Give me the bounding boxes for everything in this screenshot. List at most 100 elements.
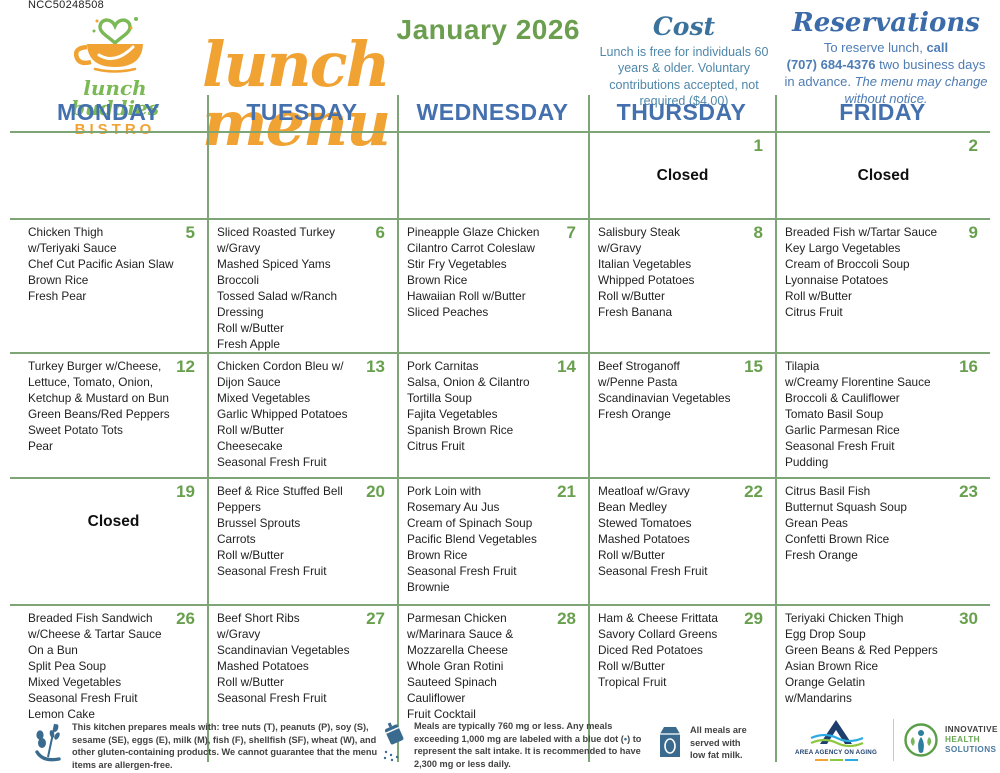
blue-dot: • bbox=[623, 733, 628, 744]
reservations-mid: two business days in advance. bbox=[784, 56, 986, 89]
area-agency-tagline-marks bbox=[788, 757, 884, 761]
menu-item: Tossed Salad w/Ranch bbox=[217, 289, 338, 303]
menu-item: Lyonnaise Potatoes bbox=[785, 273, 889, 287]
menu-item: Seasonal Fresh Fruit bbox=[407, 564, 517, 578]
menu-item: Diced Red Potatoes bbox=[598, 643, 703, 657]
menu-item: Rosemary Au Jus bbox=[407, 500, 500, 514]
menu-item: Brussel Sprouts bbox=[217, 516, 301, 530]
menu-item: Citrus Fruit bbox=[785, 305, 843, 319]
menu-item: Fajita Vegetables bbox=[407, 407, 498, 421]
menu-item: Green Beans/Red Peppers bbox=[28, 407, 170, 421]
day-number: 5 bbox=[185, 223, 195, 242]
menu-item: Sauteed Spinach bbox=[407, 675, 497, 689]
menu-cell-jan-5: 5 Chicken Thigh w/Teriyaki Sauce Chef Cut P… bbox=[10, 218, 207, 352]
menu-item: Beef Short Ribs bbox=[217, 611, 300, 625]
menu-cell-jan-15: 15 Beef Stroganoff w/Penne Pasta Scandinavi… bbox=[588, 352, 775, 477]
menu-cell-jan-16: 16 Tilapia w/Creamy Florentine Sauce Brocco… bbox=[775, 352, 990, 477]
day-number: 9 bbox=[968, 223, 978, 242]
reservations-pre: To reserve lunch, bbox=[823, 40, 927, 55]
menu-item: Roll w/Butter bbox=[598, 289, 665, 303]
menu-cell-jan-1: 1 Closed bbox=[588, 131, 775, 218]
day-number: 8 bbox=[753, 223, 763, 242]
menu-item: Garlic Whipped Potatoes bbox=[217, 407, 348, 421]
weekday-header-wednesday: WEDNESDAY bbox=[416, 99, 569, 125]
milk-note: All meals are served with low fat milk. bbox=[656, 724, 752, 762]
menu-item: Pork Carnitas bbox=[407, 359, 479, 373]
menu-item: Breaded Fish Sandwich bbox=[28, 611, 153, 625]
milk-note-text: All meals are served with low fat milk. bbox=[690, 725, 747, 761]
menu-cell-jan-19: 19 Closed bbox=[10, 477, 207, 604]
menu-grid: MONDAY TUESDAY WEDNESDAY THURSDAY FRIDAY 1 Clo… bbox=[10, 96, 990, 725]
menu-item: Scandinavian Vegetables bbox=[598, 391, 731, 405]
menu-item: Breaded Fish w/Tartar Sauce bbox=[785, 225, 938, 239]
menu-cell-jan-22: 22 Meatloaf w/Gravy Bean Medley Stewed Toma… bbox=[588, 477, 775, 604]
menu-item: w/Cheese & Tartar Sauce bbox=[28, 627, 162, 641]
day-number: 21 bbox=[557, 482, 576, 501]
day-number: 7 bbox=[566, 223, 576, 242]
menu-item: Roll w/Butter bbox=[217, 423, 284, 437]
menu-item: Pineapple Glaze Chicken bbox=[407, 225, 540, 239]
reservations-call: call bbox=[926, 40, 949, 55]
day-number: 28 bbox=[557, 609, 576, 628]
menu-item: Lettuce, Tomato, Onion, bbox=[28, 375, 154, 389]
menu-item: Cream of Broccoli Soup bbox=[785, 257, 910, 271]
menu-item: Broccoli & Cauliflower bbox=[785, 391, 900, 405]
weekday-header-tuesday: TUESDAY bbox=[246, 99, 358, 125]
menu-item: Ham & Cheese Frittata bbox=[598, 611, 718, 625]
menu-item: On a Bun bbox=[28, 643, 78, 657]
menu-cell-jan-26: 26 Breaded Fish Sandwich w/Cheese & Tartar… bbox=[10, 604, 207, 725]
area-agency-logo: AREA AGENCY ON AGING bbox=[788, 719, 884, 761]
reservations-text: To reserve lunch, call (707) 684-4376 two… bbox=[780, 40, 992, 108]
menu-item: Fresh Banana bbox=[598, 305, 673, 319]
menu-item: Scandinavian Vegetables bbox=[217, 643, 350, 657]
menu-item: Teriyaki Chicken Thigh bbox=[785, 611, 904, 625]
closed-label: Closed bbox=[656, 167, 709, 184]
menu-item: Pacific Blend Vegetables bbox=[407, 532, 537, 546]
menu-item: Whole Gran Rotini bbox=[407, 659, 504, 673]
footer: This kitchen prepares meals with: tree n… bbox=[0, 718, 1000, 773]
menu-item: Brown Rice bbox=[28, 273, 89, 287]
weekday-header-friday: FRIDAY bbox=[839, 99, 926, 125]
menu-item: Salsa, Onion & Cilantro bbox=[407, 375, 530, 389]
menu-item: Stir Fry Vegetables bbox=[407, 257, 507, 271]
sodium-text-1: Meals are typically 760 mg or less. Any … bbox=[414, 721, 624, 744]
menu-item: Mashed Potatoes bbox=[598, 532, 690, 546]
menu-item: Green Beans & Red Peppers bbox=[785, 643, 938, 657]
grid-vline bbox=[588, 95, 590, 762]
menu-item: Seasonal Fresh Fruit bbox=[28, 691, 138, 705]
menu-item: w/Gravy bbox=[598, 241, 642, 255]
menu-item: Seasonal Fresh Fruit bbox=[217, 691, 327, 705]
menu-item: Garlic Parmesan Rice bbox=[785, 423, 900, 437]
ihs-line-1: INNOVATIVE bbox=[945, 725, 998, 734]
salt-shaker-icon bbox=[383, 722, 404, 762]
menu-item: Spanish Brown Rice bbox=[407, 423, 514, 437]
menu-item: Roll w/Butter bbox=[217, 675, 284, 689]
cost-heading: Cost bbox=[652, 12, 716, 41]
ihs-line-3: SOLUTIONS bbox=[945, 745, 997, 754]
menu-item: Confetti Brown Rice bbox=[785, 532, 890, 546]
menu-item: Brown Rice bbox=[407, 273, 468, 287]
menu-item: Cream of Spinach Soup bbox=[407, 516, 533, 530]
menu-month: January 2026 bbox=[396, 14, 580, 45]
menu-item: w/Marinara Sauce & bbox=[407, 627, 514, 641]
menu-item: Seasonal Fresh Fruit bbox=[217, 455, 327, 469]
menu-item: w/Creamy Florentine Sauce bbox=[785, 375, 931, 389]
menu-cell-empty bbox=[207, 131, 397, 218]
partner-logos: AREA AGENCY ON AGING INNOVATIVE HEALTH S… bbox=[788, 719, 998, 761]
menu-cell-jan-14: 14 Pork Carnitas Salsa, Onion & Cilantro To… bbox=[397, 352, 588, 477]
day-number: 16 bbox=[959, 357, 978, 376]
grid-vline bbox=[775, 95, 777, 762]
menu-item: Mozzarella Cheese bbox=[407, 643, 508, 657]
menu-item: Citrus Basil Fish bbox=[785, 484, 871, 498]
reservations-notice: The menu may change without notice. bbox=[844, 73, 988, 106]
reservations-heading: Reservations bbox=[792, 8, 980, 38]
day-number: 20 bbox=[366, 482, 385, 501]
menu-item: Citrus Fruit bbox=[407, 439, 465, 453]
day-number: 22 bbox=[744, 482, 763, 501]
menu-item: Roll w/Butter bbox=[217, 548, 284, 562]
day-number: 27 bbox=[366, 609, 385, 628]
menu-item: Beef & Rice Stuffed Bell bbox=[217, 484, 343, 498]
menu-item: w/Gravy bbox=[217, 627, 261, 641]
menu-item: Brown Rice bbox=[407, 548, 468, 562]
menu-item: Butternut Squash Soup bbox=[785, 500, 907, 514]
